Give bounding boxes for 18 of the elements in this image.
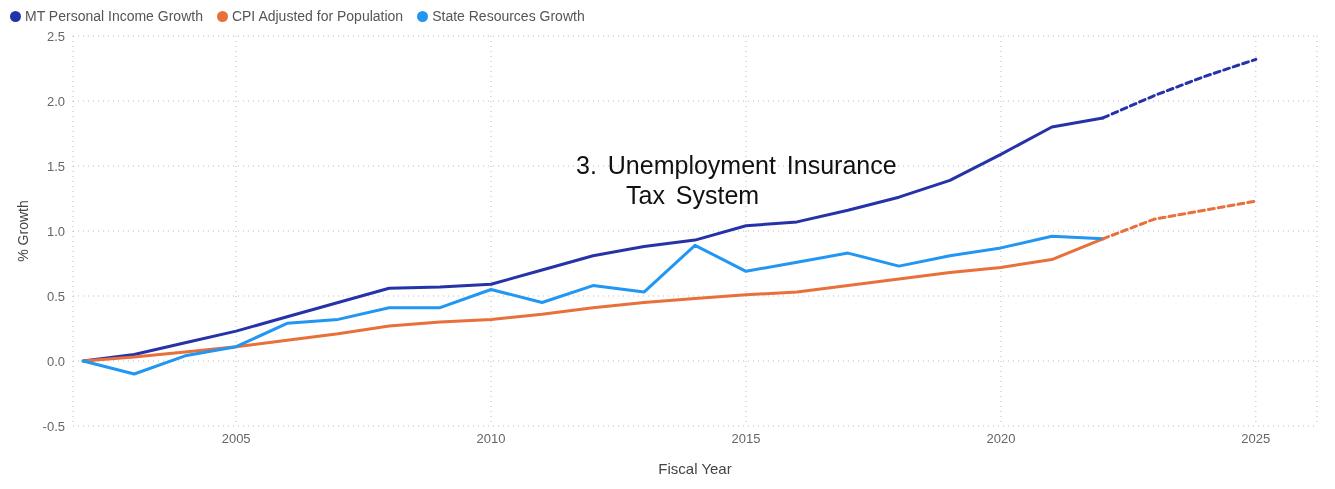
y-tick-label: 2.0	[46, 93, 65, 109]
annotation: 3. Unemployment Insurance Tax System	[576, 150, 898, 210]
y-axis-title: % Growth	[14, 200, 31, 262]
legend-label: State Resources Growth	[431, 8, 585, 24]
y-tick-label: 0.5	[46, 288, 65, 304]
x-axis-title: Fiscal Year	[658, 460, 732, 477]
legend-label: MT Personal Income Growth	[24, 8, 203, 24]
x-tick-label: 2025	[1241, 431, 1271, 447]
x-tick-label: 2020	[986, 431, 1016, 447]
y-tick-label: 0.0	[46, 353, 65, 369]
x-tick-label: 2005	[221, 431, 251, 447]
legend-label: CPI Adjusted for Population	[230, 8, 404, 24]
y-tick-label: 1.5	[46, 158, 65, 174]
x-tick-label: 2015	[731, 431, 761, 447]
x-tick-label: 2010	[476, 431, 506, 447]
y-tick-label: -0.5	[42, 418, 65, 434]
y-tick-label: 2.5	[46, 28, 65, 44]
y-tick-label: 1.0	[46, 223, 65, 239]
